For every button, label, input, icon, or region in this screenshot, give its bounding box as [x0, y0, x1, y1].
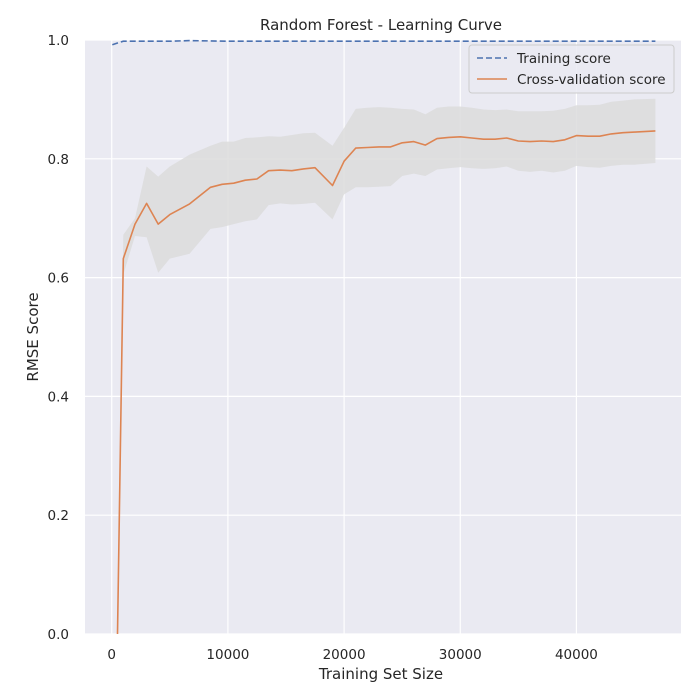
y-tick-label: 0.6 — [48, 271, 69, 287]
training-score-line — [112, 39, 656, 46]
chart-title: Random Forest - Learning Curve — [260, 16, 502, 34]
y-tick-label: 0.2 — [48, 508, 69, 524]
y-tick-label: 0.4 — [48, 389, 69, 405]
legend-label: Training score — [516, 51, 611, 67]
legend: Training score Cross-validation score — [468, 44, 675, 94]
confidence-bands — [117, 98, 656, 635]
cv-score-band — [117, 98, 656, 635]
y-tick-label: 1.0 — [48, 33, 69, 49]
legend-box — [468, 44, 675, 94]
cv-score-line — [116, 130, 656, 635]
y-tick-label: 0.0 — [48, 627, 69, 643]
y-tick-label: 0.8 — [48, 152, 69, 168]
series-lines — [112, 39, 656, 635]
legend-label: Cross-validation score — [517, 72, 666, 88]
x-axis-label: Training Set Size — [318, 665, 443, 683]
y-axis-label: RMSE Score — [24, 292, 42, 381]
x-axis-ticks: 0 10000 20000 30000 40000 — [107, 647, 597, 663]
x-tick-label: 20000 — [323, 647, 366, 663]
x-tick-label: 10000 — [206, 647, 249, 663]
x-tick-label: 0 — [107, 647, 116, 663]
x-tick-label: 30000 — [439, 647, 482, 663]
y-axis-ticks: 0.0 0.2 0.4 0.6 0.8 1.0 — [48, 33, 69, 643]
x-tick-label: 40000 — [555, 647, 598, 663]
